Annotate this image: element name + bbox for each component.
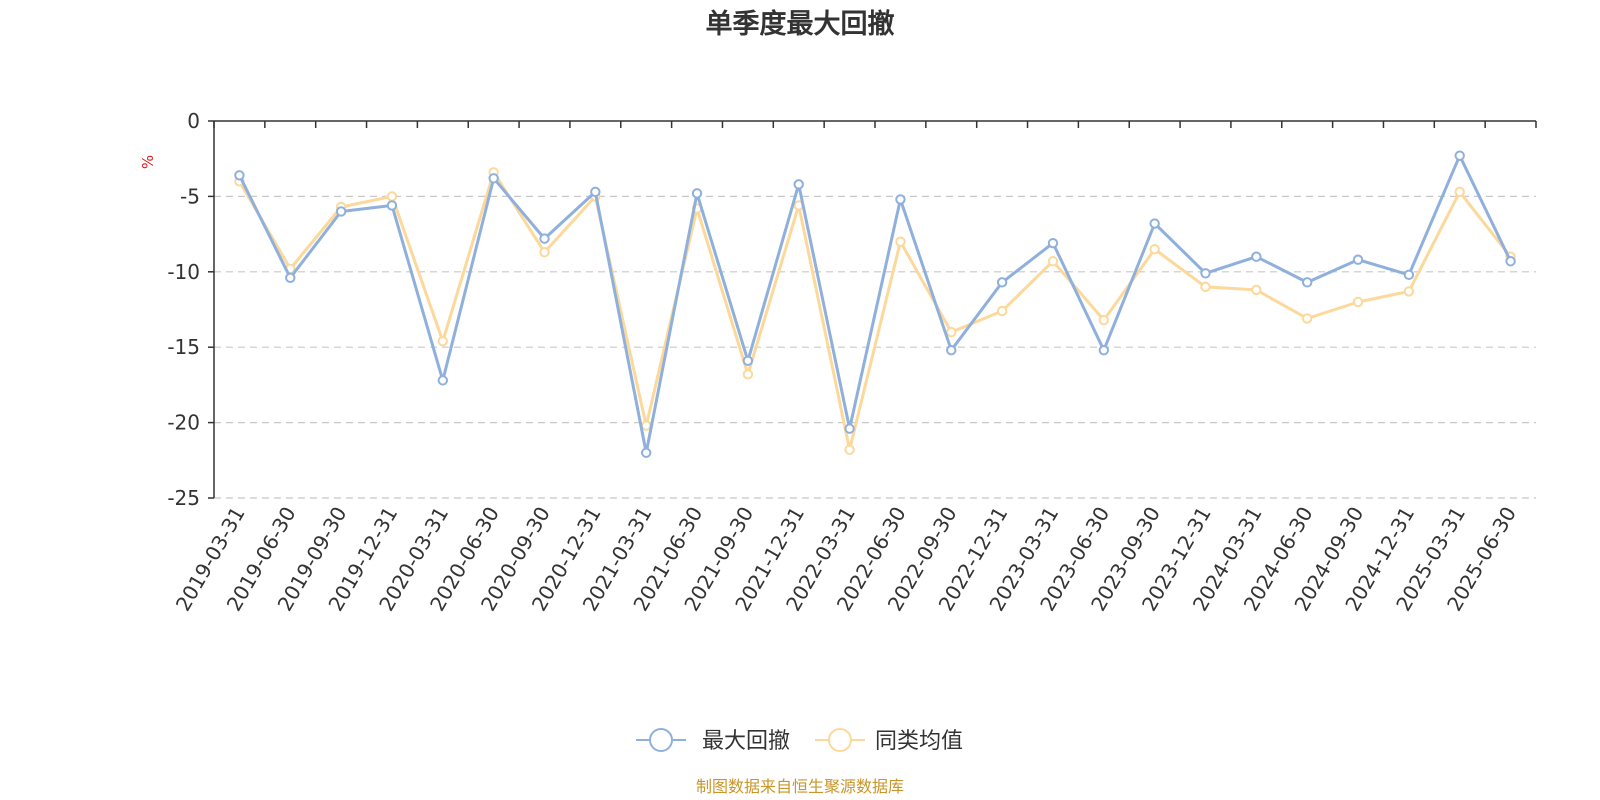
legend[interactable]: 最大回撤 同类均值	[636, 728, 963, 754]
data-point[interactable]	[691, 188, 703, 199]
data-point[interactable]	[386, 191, 398, 202]
data-point[interactable]	[386, 200, 398, 211]
data-point[interactable]	[1149, 218, 1160, 229]
data-point[interactable]	[996, 277, 1008, 288]
series-lines	[234, 150, 1516, 458]
data-point[interactable]	[640, 420, 652, 431]
data-point[interactable]	[895, 236, 906, 247]
legend-item-2[interactable]: 同类均值	[815, 728, 963, 754]
source-note: 制图数据来自恒生聚源数据库	[696, 777, 904, 796]
data-point[interactable]	[1301, 277, 1313, 288]
y-tick-label: 0	[187, 109, 200, 133]
data-point[interactable]	[640, 447, 652, 458]
data-point[interactable]	[895, 194, 906, 205]
legend-label: 同类均值	[875, 729, 963, 754]
data-point[interactable]	[1098, 345, 1110, 356]
data-point[interactable]	[946, 345, 957, 356]
data-point[interactable]	[539, 246, 550, 258]
data-point[interactable]	[590, 186, 601, 198]
y-tick-label: -20	[167, 411, 200, 435]
data-point[interactable]	[1454, 150, 1465, 161]
data-point[interactable]	[844, 444, 855, 455]
data-point[interactable]	[1047, 256, 1059, 267]
data-point[interactable]	[844, 423, 855, 434]
data-point[interactable]	[1200, 281, 1211, 293]
legend-item-1[interactable]: 最大回撤	[636, 728, 790, 754]
legend-marker	[649, 728, 673, 752]
data-point[interactable]	[539, 233, 550, 244]
data-point[interactable]	[285, 272, 296, 284]
data-point[interactable]	[437, 335, 449, 347]
data-point[interactable]	[1403, 269, 1415, 281]
series-1	[234, 150, 1516, 458]
axes: 0-5-10-15-20-252019-03-312019-06-302019-…	[167, 109, 1537, 615]
data-point[interactable]	[996, 305, 1008, 317]
y-tick-label: -25	[167, 486, 200, 510]
data-point[interactable]	[1098, 314, 1110, 326]
data-point[interactable]	[1403, 286, 1415, 297]
data-point[interactable]	[1454, 186, 1465, 198]
y-tick-label: -15	[167, 335, 200, 359]
data-point[interactable]	[1505, 256, 1516, 267]
data-point[interactable]	[1047, 237, 1059, 249]
data-point[interactable]	[1200, 268, 1211, 279]
data-point[interactable]	[1251, 251, 1262, 262]
data-point[interactable]	[1149, 243, 1160, 255]
data-point[interactable]	[1301, 313, 1313, 324]
data-point[interactable]	[1352, 296, 1364, 308]
legend-marker	[828, 728, 852, 752]
data-point[interactable]	[488, 173, 499, 184]
data-point[interactable]	[437, 375, 449, 386]
data-point[interactable]	[234, 170, 245, 181]
data-point[interactable]	[793, 179, 804, 190]
data-point[interactable]	[742, 355, 754, 366]
series-line	[238, 154, 1512, 455]
data-point[interactable]	[742, 369, 754, 380]
y-axis-unit: %	[139, 155, 157, 169]
data-point[interactable]	[335, 206, 347, 217]
data-point[interactable]	[1352, 254, 1364, 265]
y-tick-label: -10	[167, 260, 200, 284]
legend-label: 最大回撤	[702, 729, 790, 754]
data-point[interactable]	[1251, 284, 1262, 296]
series-line	[238, 170, 1512, 452]
y-tick-label: -5	[180, 184, 200, 208]
chart-title: 单季度最大回撤	[706, 8, 895, 40]
data-point[interactable]	[946, 326, 957, 338]
